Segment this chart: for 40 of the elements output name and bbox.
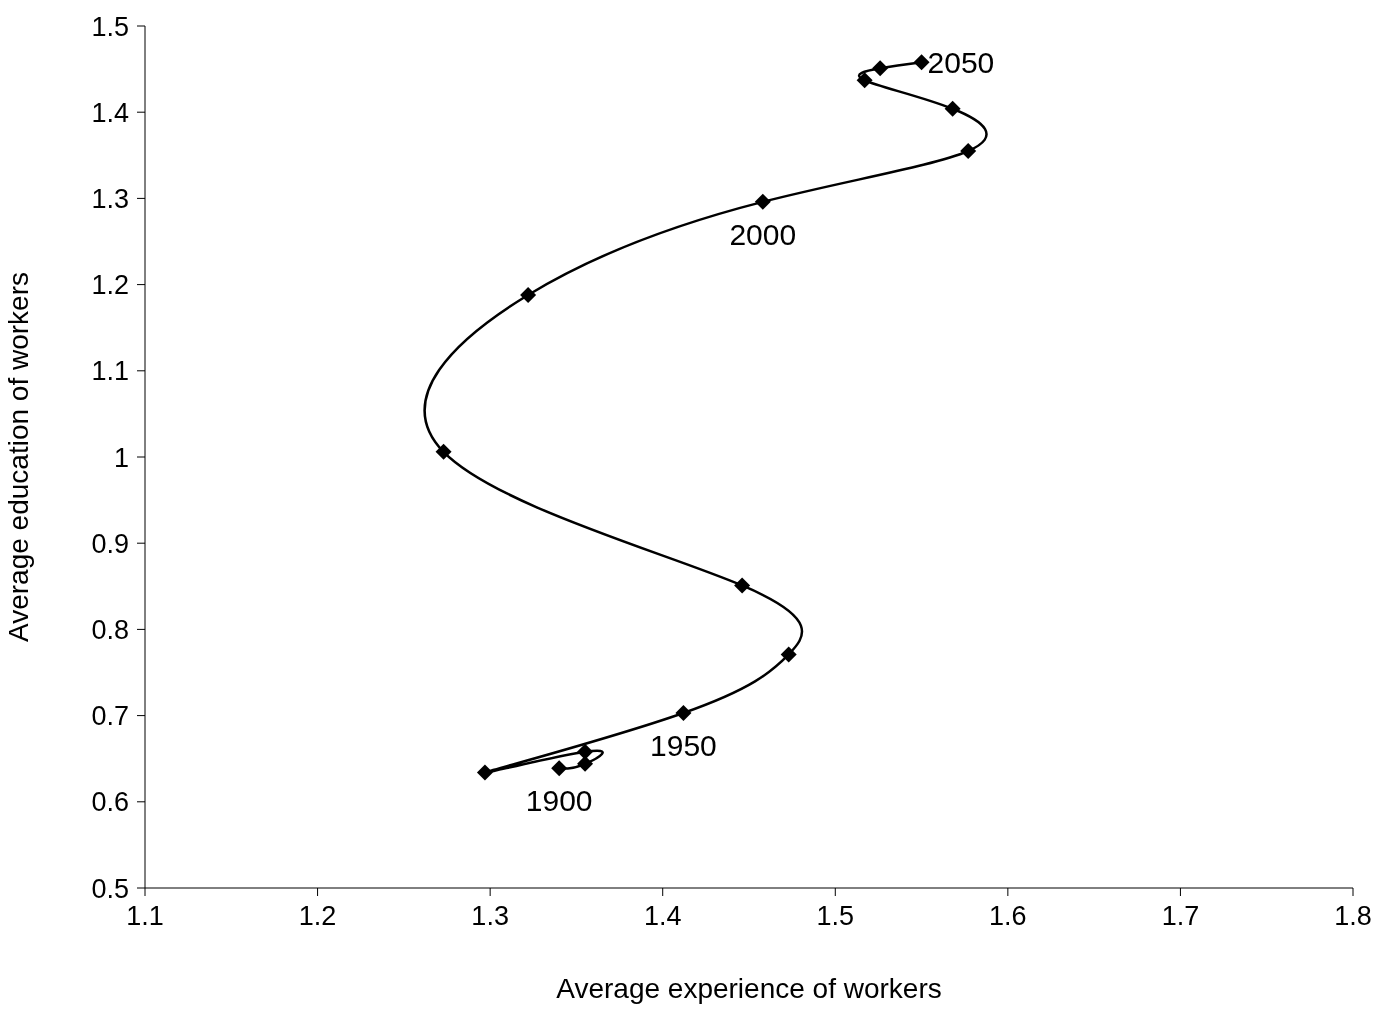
point <box>856 72 873 89</box>
point <box>675 705 692 722</box>
point <box>913 54 930 71</box>
point <box>754 193 771 210</box>
point <box>577 755 594 772</box>
point <box>734 577 751 594</box>
annotation: 1950 <box>650 729 717 763</box>
point <box>551 760 568 777</box>
point <box>435 443 452 460</box>
x-tick-label: 1.4 <box>643 901 682 932</box>
y-tick-label: 1 <box>113 442 129 473</box>
y-tick-label: 1.1 <box>91 356 129 387</box>
y-tick-label: 0.9 <box>91 528 129 559</box>
x-tick-label: 1.3 <box>471 901 509 932</box>
y-axis-title: Average education of workers <box>2 272 34 642</box>
point <box>780 646 797 663</box>
annotation: 2050 <box>927 45 995 79</box>
y-tick-label: 1.2 <box>91 270 129 301</box>
point <box>960 142 977 159</box>
x-tick-label: 1.7 <box>1161 901 1200 932</box>
x-axis-title: Average experience of workers <box>556 973 942 1004</box>
y-tick-label: 1.5 <box>91 11 129 42</box>
point <box>944 100 961 117</box>
x-tick-label: 1.6 <box>989 901 1027 932</box>
x-tick-label: 1.8 <box>1334 901 1372 932</box>
point <box>577 743 594 760</box>
y-tick-label: 1.3 <box>91 183 129 214</box>
y-tick-label: 0.7 <box>91 701 129 732</box>
x-tick-label: 1.1 <box>126 901 164 932</box>
y-tick-label: 0.5 <box>91 873 129 904</box>
x-tick-label: 1.5 <box>816 901 855 932</box>
y-tick-label: 0.8 <box>91 614 129 645</box>
y-tick-label: 0.6 <box>91 787 129 818</box>
annotation: 2000 <box>729 218 797 252</box>
annotation: 1900 <box>525 784 593 818</box>
point <box>476 764 493 781</box>
x-tick-label: 1.2 <box>298 901 337 932</box>
y-tick-label: 1.4 <box>91 97 129 128</box>
point <box>520 286 537 303</box>
point <box>872 60 889 77</box>
